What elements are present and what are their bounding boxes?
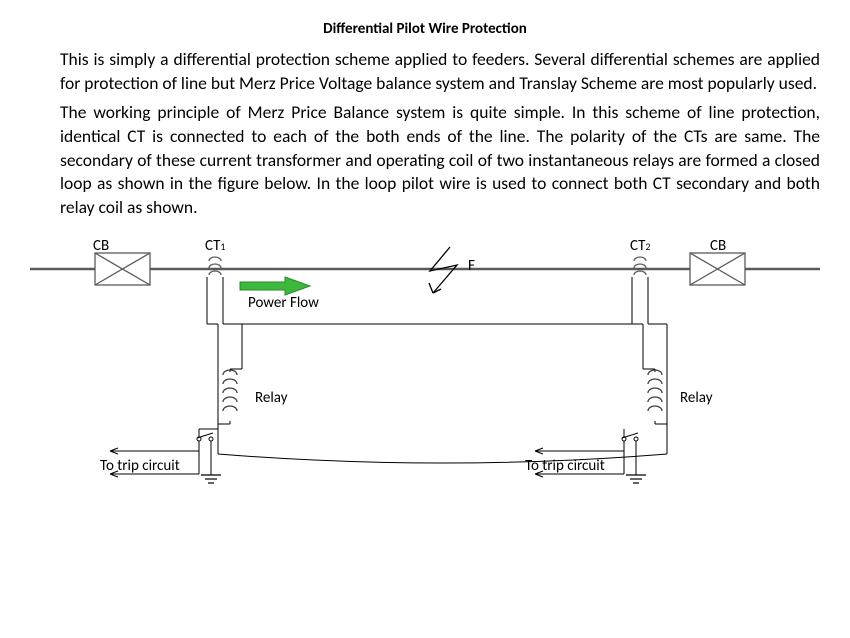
fault-label: F <box>468 257 475 275</box>
paragraph-1: This is simply a differential protection… <box>60 48 820 95</box>
ct2-label: CT2 <box>630 237 650 255</box>
power-flow-label: Power Flow <box>248 294 319 312</box>
relay-right-label: Relay <box>680 389 712 407</box>
cb-right-label: CB <box>710 237 726 255</box>
page-title: Differential Pilot Wire Protection <box>30 20 820 38</box>
ct1-label: CT1 <box>205 237 225 255</box>
cb-left-label: CB <box>93 237 109 255</box>
circuit-diagram: CB CT1 Power Flow F CT2 CB Relay Relay T… <box>30 229 820 499</box>
paragraph-2: The working principle of Merz Price Bala… <box>60 101 820 219</box>
trip-right-label: To trip circuit <box>525 457 605 475</box>
relay-left-label: Relay <box>255 389 287 407</box>
trip-left-label: To trip circuit <box>100 457 180 475</box>
